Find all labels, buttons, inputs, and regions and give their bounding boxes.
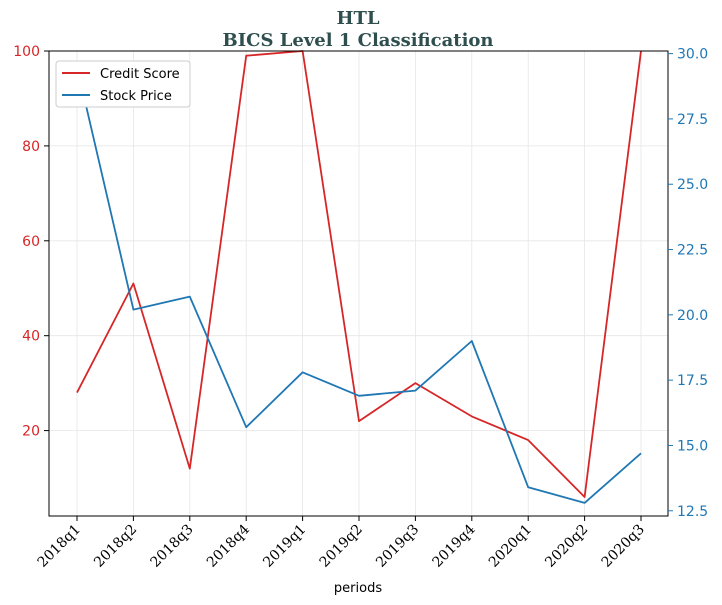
series-line-stock-price bbox=[76, 66, 642, 504]
left-tick-label: 100 bbox=[13, 44, 40, 60]
right-tick-label: 27.5 bbox=[677, 112, 708, 128]
left-axis: 20 40 60 80 100 bbox=[13, 44, 49, 440]
x-tick-label: 2019q2 bbox=[317, 522, 366, 571]
right-tick-label: 15.0 bbox=[677, 438, 708, 454]
x-tick-label: 2020q3 bbox=[599, 522, 648, 571]
grid bbox=[49, 50, 668, 516]
legend: Credit Score Stock Price bbox=[55, 60, 191, 108]
x-tick-label: 2019q1 bbox=[260, 522, 309, 571]
right-tick-label: 30.0 bbox=[677, 47, 708, 63]
right-tick-label: 22.5 bbox=[677, 243, 708, 259]
x-tick-label: 2020q2 bbox=[542, 522, 591, 571]
right-tick-label: 17.5 bbox=[677, 373, 708, 389]
right-tick-label: 20.0 bbox=[677, 308, 708, 324]
x-tick-label: 2020q1 bbox=[486, 522, 535, 571]
x-tick-label: 2018q3 bbox=[147, 522, 196, 571]
left-tick-label: 60 bbox=[22, 234, 40, 250]
plot-frame bbox=[48, 50, 669, 517]
x-axis: 2018q1 2018q2 2018q3 2018q4 2019q1 2019q2 2019… bbox=[35, 516, 648, 571]
x-axis-label: periods bbox=[334, 581, 382, 596]
x-tick-label: 2018q2 bbox=[91, 522, 140, 571]
x-tick-label: 2018q4 bbox=[204, 521, 253, 570]
right-tick-label: 25.0 bbox=[677, 177, 708, 193]
x-tick-label: 2019q3 bbox=[373, 522, 422, 571]
chart-subtitle: BICS Level 1 Classification bbox=[222, 30, 493, 51]
left-tick-label: 40 bbox=[22, 329, 40, 345]
legend-label: Stock Price bbox=[100, 89, 172, 104]
x-tick-label: 2019q4 bbox=[429, 521, 478, 570]
right-axis: 12.5 15.0 17.5 20.0 22.5 25.0 27.5 30.0 bbox=[668, 47, 708, 520]
chart-title: HTL bbox=[336, 8, 379, 29]
right-tick-label: 12.5 bbox=[677, 504, 708, 520]
series-line-credit-score bbox=[76, 50, 642, 498]
x-tick-label: 2018q1 bbox=[35, 522, 84, 571]
left-tick-label: 80 bbox=[22, 139, 40, 155]
legend-label: Credit Score bbox=[100, 67, 180, 82]
left-tick-label: 20 bbox=[22, 424, 40, 440]
series-lines bbox=[76, 50, 642, 504]
